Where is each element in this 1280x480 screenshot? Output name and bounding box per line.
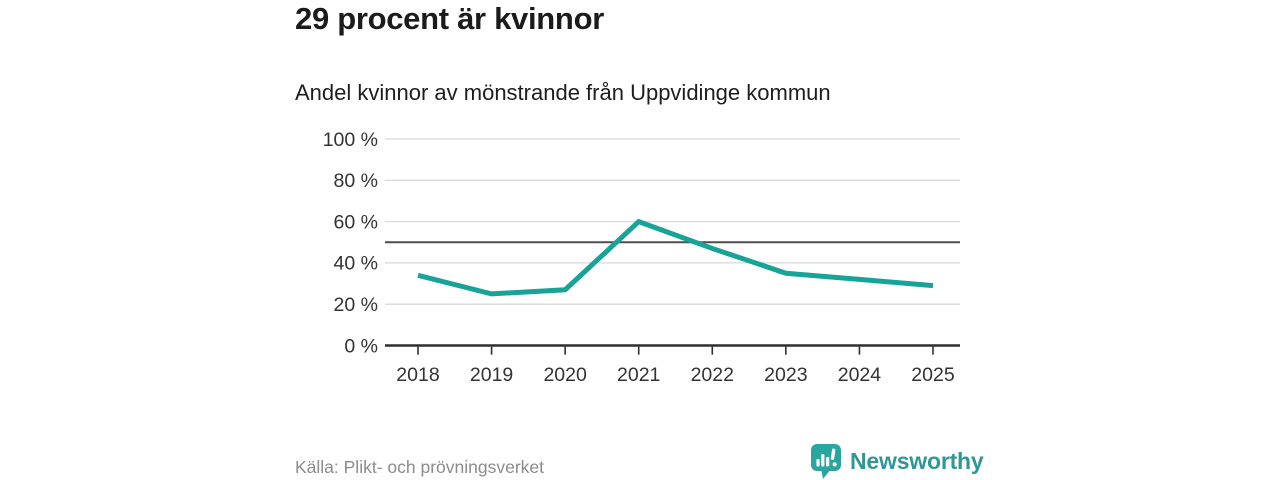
newsworthy-wordmark: Newsworthy	[850, 448, 984, 474]
y-tick-label: 0 %	[344, 335, 378, 357]
x-tick-label: 2019	[470, 364, 513, 386]
y-tick-label: 100 %	[323, 129, 378, 151]
newsworthy-bar-chart-icon	[811, 444, 841, 479]
x-tick-label: 2020	[543, 364, 587, 386]
y-tick-label: 20 %	[334, 294, 378, 316]
y-tick-label: 40 %	[334, 253, 378, 275]
x-tick-label: 2024	[838, 364, 882, 386]
y-tick-label: 80 %	[334, 170, 378, 192]
line-chart-canvas: 0 % 20 % 40 % 60 % 80 % 100 % 2018 2019 2020 2021…	[323, 129, 960, 386]
x-tick-label: 2023	[764, 364, 807, 386]
x-tick-label: 2025	[911, 364, 955, 386]
source-note: Källa: Plikt- och prövningsverket	[295, 457, 544, 477]
x-tick-label: 2021	[617, 364, 660, 386]
x-tick-label: 2018	[396, 364, 439, 386]
chart-title: 29 procent är kvinnor	[295, 1, 604, 36]
x-tick-label: 2022	[691, 364, 734, 386]
data-series-line	[417, 218, 934, 297]
chart-subtitle: Andel kvinnor av mönstrande från Uppvidi…	[295, 80, 831, 105]
y-tick-label: 60 %	[334, 211, 378, 233]
newsworthy-logo[interactable]: Newsworthy	[810, 443, 984, 480]
line-chart: 0 % 20 % 40 % 60 % 80 % 100 % 2018 2019 2020 2021…	[295, 120, 995, 395]
